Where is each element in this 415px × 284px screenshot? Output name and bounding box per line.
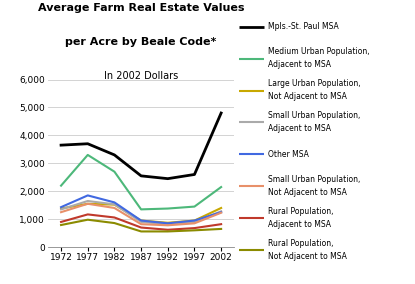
Text: Not Adjacent to MSA: Not Adjacent to MSA bbox=[268, 92, 347, 101]
Text: Adjacent to MSA: Adjacent to MSA bbox=[268, 60, 331, 69]
Text: Medium Urban Population,: Medium Urban Population, bbox=[268, 47, 369, 56]
Text: Rural Population,: Rural Population, bbox=[268, 207, 333, 216]
Text: Other MSA: Other MSA bbox=[268, 150, 308, 159]
Text: In 2002 Dollars: In 2002 Dollars bbox=[104, 71, 178, 81]
Text: Large Urban Population,: Large Urban Population, bbox=[268, 79, 360, 88]
Text: Small Urban Population,: Small Urban Population, bbox=[268, 175, 360, 184]
Text: Rural Population,: Rural Population, bbox=[268, 239, 333, 248]
Text: Not Adjacent to MSA: Not Adjacent to MSA bbox=[268, 188, 347, 197]
Text: per Acre by Beale Code*: per Acre by Beale Code* bbox=[66, 37, 217, 47]
Text: Adjacent to MSA: Adjacent to MSA bbox=[268, 220, 331, 229]
Text: Small Urban Population,: Small Urban Population, bbox=[268, 111, 360, 120]
Text: Adjacent to MSA: Adjacent to MSA bbox=[268, 124, 331, 133]
Text: Average Farm Real Estate Values: Average Farm Real Estate Values bbox=[38, 3, 244, 13]
Text: Not Adjacent to MSA: Not Adjacent to MSA bbox=[268, 252, 347, 261]
Text: Mpls.-St. Paul MSA: Mpls.-St. Paul MSA bbox=[268, 22, 338, 31]
